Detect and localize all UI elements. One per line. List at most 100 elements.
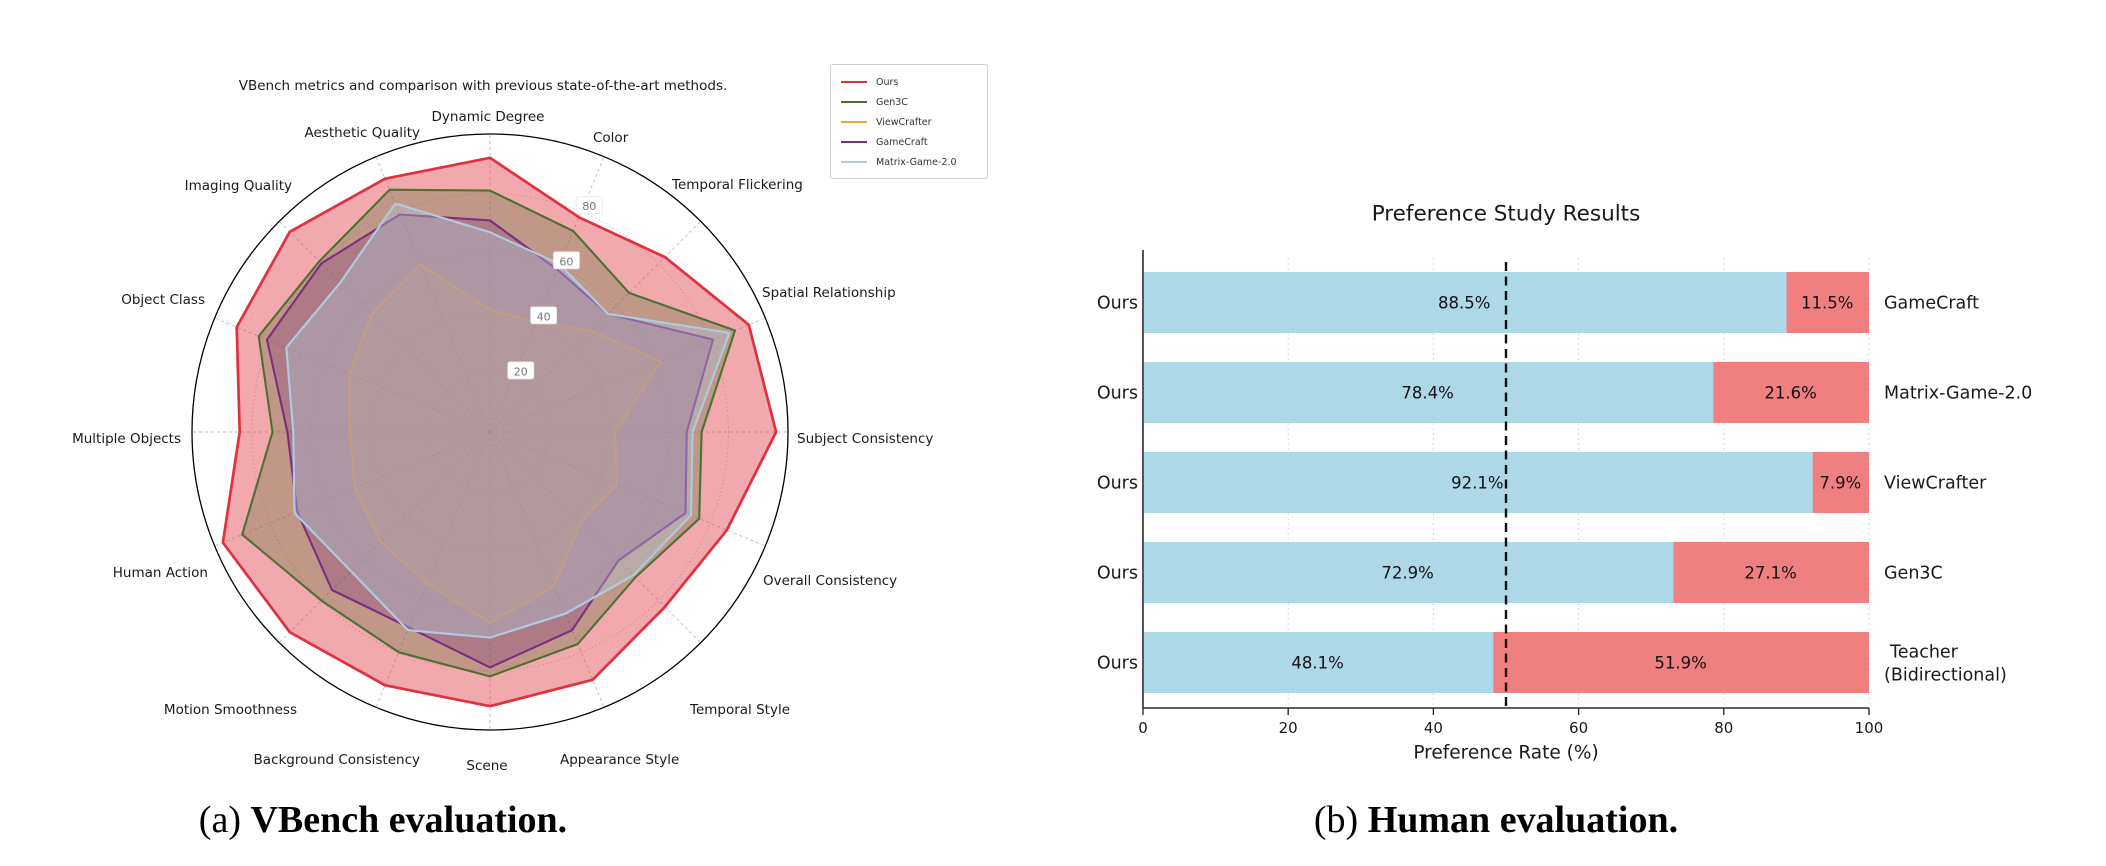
- bar-chart-title: Preference Study Results: [1371, 201, 1641, 227]
- radar-gridline: [310, 252, 670, 612]
- bar-row-label: Ours: [1097, 564, 1138, 584]
- caption-b-index: (b): [1313, 799, 1368, 841]
- radar-axis-label: Scene: [466, 758, 507, 774]
- radar-series-Ours: [221, 156, 778, 708]
- x-tick-label: 0: [1138, 719, 1148, 737]
- bar-competitor-name: (Bidirectional): [1884, 666, 2007, 686]
- radar-spoke: [278, 220, 491, 433]
- legend-item-ViewCrafter: ViewCrafter: [841, 112, 979, 132]
- x-tick-label: 40: [1424, 719, 1443, 737]
- rtick-label: 20: [514, 365, 528, 378]
- legend-item-GameCraft: GameCraft: [841, 132, 979, 152]
- radar-axis-label: Dynamic Degree: [432, 109, 545, 125]
- legend-line-swatch: [841, 81, 867, 83]
- radar-axis-label: Human Action: [113, 565, 208, 581]
- legend-item-Gen3C: Gen3C: [841, 92, 979, 112]
- caption-b-text: Human evaluation.: [1367, 799, 1679, 841]
- x-tick-label: 100: [1855, 719, 1884, 737]
- rtick-label: 60: [559, 255, 573, 268]
- radar-axis-label: Temporal Flickering: [671, 177, 803, 193]
- bar-ours-percent-label: 88.5%: [1438, 294, 1490, 313]
- radar-axis-label: Subject Consistency: [797, 431, 933, 447]
- radar-axis-label: Spatial Relationship: [762, 285, 896, 301]
- bar-competitor-segment: [1493, 632, 1869, 693]
- bar-competitor-name: Gen3C: [1884, 564, 1943, 584]
- radar-fill-Matrix-Game-2.0: [286, 203, 730, 638]
- radar-gridline: [370, 312, 610, 552]
- caption-a: (a) VBench evaluation.: [199, 798, 567, 842]
- bar-competitor-segment: [1713, 362, 1869, 423]
- radar-gridline: [251, 193, 729, 671]
- bar-competitor-segment: [1786, 272, 1869, 333]
- radar-axis-label: Multiple Objects: [72, 431, 181, 447]
- bar-row-label: Ours: [1097, 384, 1138, 404]
- bar-ours-segment: [1144, 362, 1714, 423]
- caption-b: (b) Human evaluation.: [1314, 798, 1678, 842]
- radar-axis-label: Background Consistency: [254, 752, 420, 768]
- radar-fill-GameCraft: [267, 214, 713, 668]
- bar-row-label: Ours: [1097, 654, 1138, 674]
- legend-label: Gen3C: [876, 96, 908, 108]
- radar-axis-label: Color: [593, 130, 629, 146]
- bar-competitor-percent-label: 7.9%: [1819, 474, 1861, 493]
- rtick-box: [553, 251, 580, 270]
- radar-spoke: [214, 317, 491, 433]
- bar-ours-percent-label: 48.1%: [1291, 654, 1343, 673]
- legend-item-Ours: Ours: [841, 72, 979, 92]
- radar-axis-label: Appearance Style: [560, 752, 679, 768]
- legend-item-Matrix-Game-2.0: Matrix-Game-2.0: [841, 152, 979, 172]
- radar-spoke: [489, 431, 605, 708]
- bar-ours-segment: [1144, 632, 1494, 693]
- bar-competitor-percent-label: 21.6%: [1764, 384, 1816, 403]
- radar-outer-circle: [191, 133, 789, 731]
- legend-line-swatch: [841, 101, 867, 103]
- bar-ours-percent-label: 92.1%: [1451, 474, 1503, 493]
- radar-axis-label: Imaging Quality: [185, 178, 292, 194]
- x-tick-label: 80: [1714, 719, 1733, 737]
- bar-competitor-percent-label: 27.1%: [1744, 564, 1796, 583]
- caption-a-text: VBench evaluation.: [250, 799, 568, 841]
- radar-series-Matrix-Game-2.0: [285, 202, 731, 639]
- radar-gridline: [429, 371, 551, 493]
- radar-spoke: [375, 431, 491, 708]
- bar-competitor-segment: [1673, 542, 1869, 603]
- radar-spoke: [214, 431, 491, 547]
- bar-competitor-segment: [1812, 452, 1869, 513]
- radar-axis-label: Motion Smoothness: [164, 702, 297, 718]
- legend-line-swatch: [841, 121, 867, 123]
- radar-fill-Gen3C: [242, 189, 735, 677]
- bar-competitor-name: GameCraft: [1884, 294, 1979, 314]
- bar-competitor-name: Teacher: [1889, 643, 1959, 663]
- radar-series-Gen3C: [241, 188, 737, 678]
- bar-row-label: Ours: [1097, 294, 1138, 314]
- bar-ours-percent-label: 72.9%: [1381, 564, 1433, 583]
- x-tick-label: 60: [1569, 719, 1588, 737]
- legend-label: ViewCrafter: [876, 116, 932, 128]
- caption-a-index: (a): [198, 799, 251, 841]
- bar-competitor-name: Matrix-Game-2.0: [1884, 384, 2032, 404]
- rtick-box: [575, 196, 603, 215]
- legend-label: GameCraft: [876, 136, 928, 148]
- rtick-box: [507, 361, 535, 380]
- bar-chart-xlabel: Preference Rate (%): [1413, 742, 1599, 764]
- radar-axis-label: Temporal Style: [689, 702, 790, 718]
- x-tick-label: 20: [1279, 719, 1298, 737]
- bar-ours-segment: [1144, 542, 1674, 603]
- radar-spoke: [489, 431, 766, 547]
- legend-label: Matrix-Game-2.0: [876, 156, 957, 168]
- legend-label: Ours: [876, 76, 899, 88]
- radar-spoke: [278, 431, 491, 644]
- bar-ours-percent-label: 78.4%: [1401, 384, 1453, 403]
- radar-legend: Ours Gen3C ViewCrafter GameCraft Matrix-Game…: [830, 64, 988, 179]
- bar-competitor-name: ViewCrafter: [1884, 474, 1987, 494]
- radar-chart-title: VBench metrics and comparison with previ…: [238, 78, 728, 94]
- rtick-label: 40: [537, 310, 551, 323]
- radar-axis-label: Aesthetic Quality: [305, 125, 421, 141]
- rtick-label: 80: [582, 200, 596, 213]
- bar-ours-segment: [1144, 272, 1787, 333]
- radar-series-GameCraft: [265, 213, 715, 669]
- bar-competitor-percent-label: 51.9%: [1654, 654, 1706, 673]
- bar-competitor-percent-label: 11.5%: [1801, 294, 1853, 313]
